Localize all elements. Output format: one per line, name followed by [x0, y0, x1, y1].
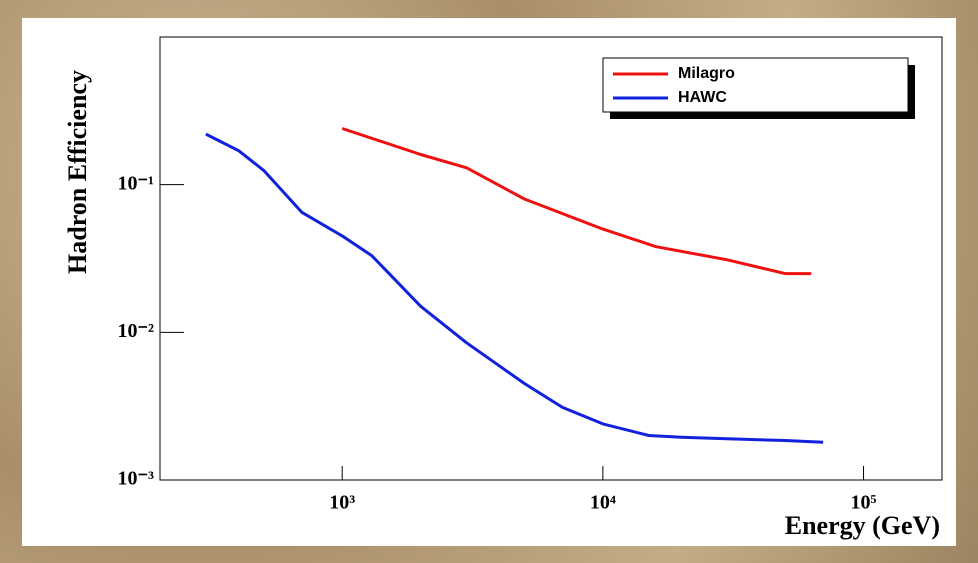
legend-box [602, 57, 909, 113]
legend-label: HAWC [678, 89, 727, 106]
series-line [341, 127, 812, 276]
x-axis-title: Energy (GeV) [785, 511, 940, 540]
x-tick-label: 10⁴ [590, 492, 616, 514]
x-tick-label: 10³ [329, 492, 355, 514]
y-axis-title: Hadron Efficiency [63, 70, 92, 274]
series-line [205, 132, 824, 444]
y-tick-label: 10⁻³ [117, 468, 154, 490]
y-tick-label: 10⁻¹ [117, 172, 154, 194]
plot-frame [159, 36, 943, 481]
legend-label: Milagro [678, 65, 735, 82]
x-tick-label: 10⁵ [851, 492, 877, 514]
y-tick-label: 10⁻² [117, 320, 154, 342]
